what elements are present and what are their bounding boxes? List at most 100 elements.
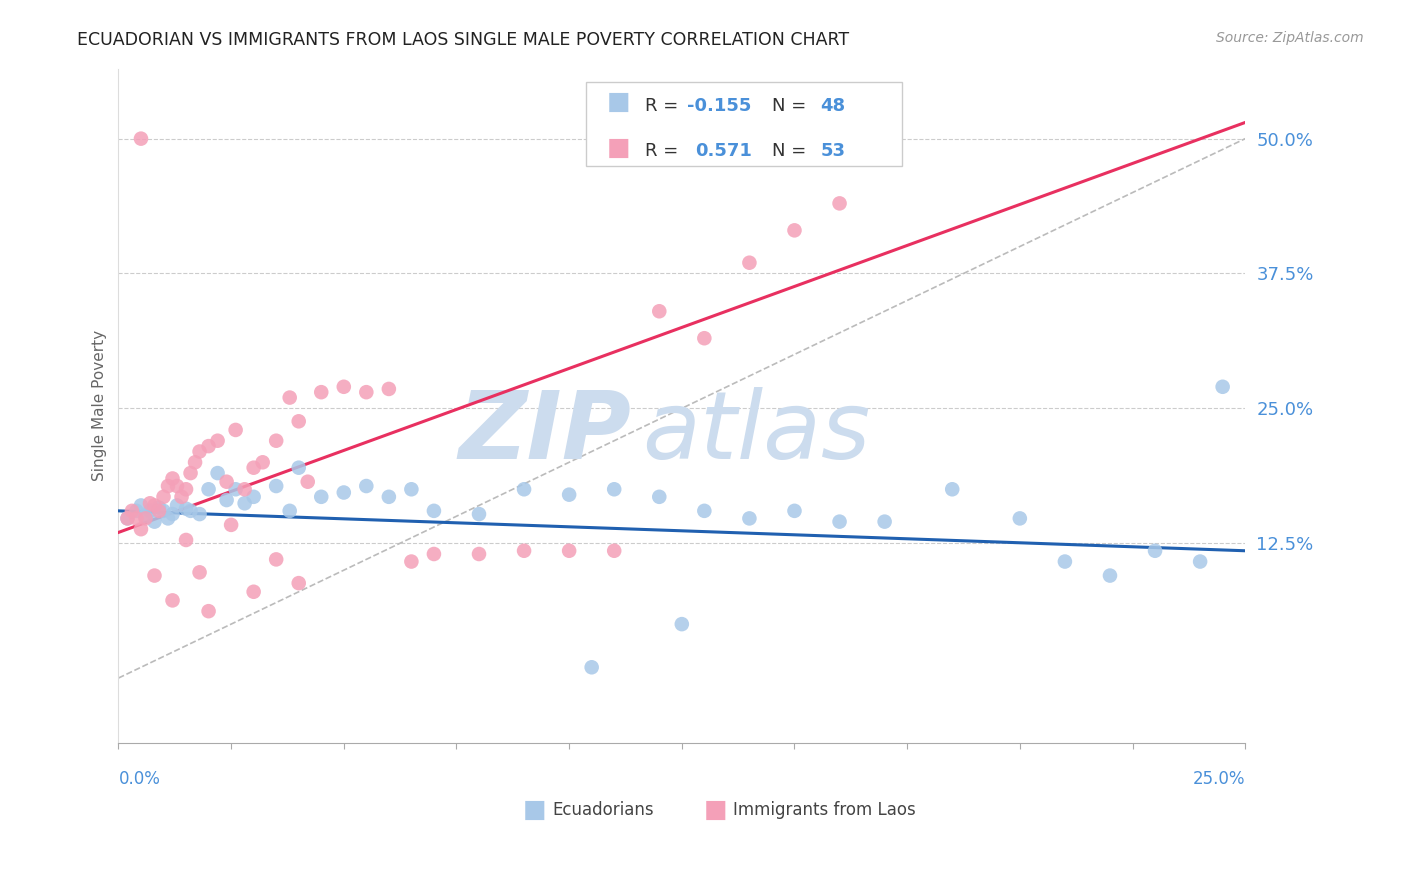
Point — [184, 455, 207, 469]
Point — [468, 507, 491, 521]
Point — [333, 380, 356, 394]
Point — [1098, 568, 1121, 582]
Point — [219, 517, 242, 532]
Point — [648, 304, 671, 318]
Point — [143, 515, 166, 529]
Point — [225, 423, 247, 437]
Point — [162, 507, 184, 521]
Point — [157, 479, 180, 493]
Point — [152, 490, 174, 504]
Point — [1144, 543, 1167, 558]
Text: R =: R = — [644, 142, 683, 161]
Point — [134, 511, 156, 525]
Text: N =: N = — [772, 142, 811, 161]
Point — [309, 385, 332, 400]
Point — [1189, 555, 1212, 569]
Point — [738, 511, 761, 525]
Text: 0.571: 0.571 — [696, 142, 752, 161]
Y-axis label: Single Male Poverty: Single Male Poverty — [93, 330, 107, 481]
Point — [233, 496, 256, 510]
Point — [287, 414, 309, 428]
Text: ■: ■ — [523, 798, 547, 822]
Point — [180, 466, 202, 480]
Point — [738, 256, 761, 270]
Text: Ecuadorians: Ecuadorians — [553, 801, 654, 819]
Point — [233, 483, 256, 497]
Point — [148, 504, 170, 518]
Text: ECUADORIAN VS IMMIGRANTS FROM LAOS SINGLE MALE POVERTY CORRELATION CHART: ECUADORIAN VS IMMIGRANTS FROM LAOS SINGL… — [77, 31, 849, 49]
Point — [143, 499, 166, 513]
Point — [287, 460, 309, 475]
Point — [162, 471, 184, 485]
Text: -0.155: -0.155 — [688, 96, 752, 114]
Point — [513, 543, 536, 558]
Text: ■: ■ — [703, 798, 727, 822]
Point — [174, 533, 197, 547]
Text: 0.0%: 0.0% — [118, 770, 160, 788]
Point — [188, 566, 211, 580]
Point — [197, 483, 219, 497]
Point — [558, 488, 581, 502]
Point — [1008, 511, 1031, 525]
Point — [166, 479, 188, 493]
Point — [121, 504, 143, 518]
Point — [287, 576, 309, 591]
Text: Source: ZipAtlas.com: Source: ZipAtlas.com — [1216, 31, 1364, 45]
Text: ■: ■ — [606, 90, 630, 114]
Point — [125, 504, 148, 518]
Point — [207, 434, 229, 448]
FancyBboxPatch shape — [586, 82, 901, 166]
Text: 53: 53 — [821, 142, 845, 161]
Text: atlas: atlas — [643, 387, 870, 478]
Point — [603, 483, 626, 497]
Text: ■: ■ — [606, 136, 630, 160]
Text: R =: R = — [644, 96, 683, 114]
Point — [207, 466, 229, 480]
Point — [197, 439, 219, 453]
Point — [129, 522, 152, 536]
Point — [264, 552, 287, 566]
Point — [1212, 380, 1234, 394]
Point — [134, 509, 156, 524]
Point — [242, 460, 264, 475]
Point — [252, 455, 274, 469]
Point — [378, 490, 401, 504]
Point — [215, 475, 238, 489]
Point — [648, 490, 671, 504]
Point — [783, 223, 806, 237]
Point — [162, 593, 184, 607]
Point — [117, 511, 139, 525]
Point — [873, 515, 896, 529]
Point — [188, 444, 211, 458]
Point — [197, 604, 219, 618]
Point — [297, 475, 319, 489]
Text: 48: 48 — [821, 96, 845, 114]
Point — [693, 504, 716, 518]
Point — [215, 493, 238, 508]
Point — [828, 515, 851, 529]
Point — [423, 504, 446, 518]
Point — [603, 543, 626, 558]
Point — [558, 543, 581, 558]
Point — [117, 511, 139, 525]
Text: ZIP: ZIP — [458, 386, 631, 479]
Point — [139, 504, 162, 518]
Point — [783, 504, 806, 518]
Point — [356, 479, 378, 493]
Point — [166, 499, 188, 513]
Point — [401, 555, 423, 569]
Point — [581, 660, 603, 674]
Text: 25.0%: 25.0% — [1192, 770, 1246, 788]
Text: Immigrants from Laos: Immigrants from Laos — [733, 801, 915, 819]
Point — [180, 504, 202, 518]
Point — [941, 483, 963, 497]
Point — [693, 331, 716, 345]
Point — [264, 434, 287, 448]
Point — [513, 483, 536, 497]
Point — [401, 483, 423, 497]
Point — [139, 496, 162, 510]
Point — [143, 568, 166, 582]
Point — [278, 504, 301, 518]
Point — [309, 490, 332, 504]
Point — [170, 490, 193, 504]
